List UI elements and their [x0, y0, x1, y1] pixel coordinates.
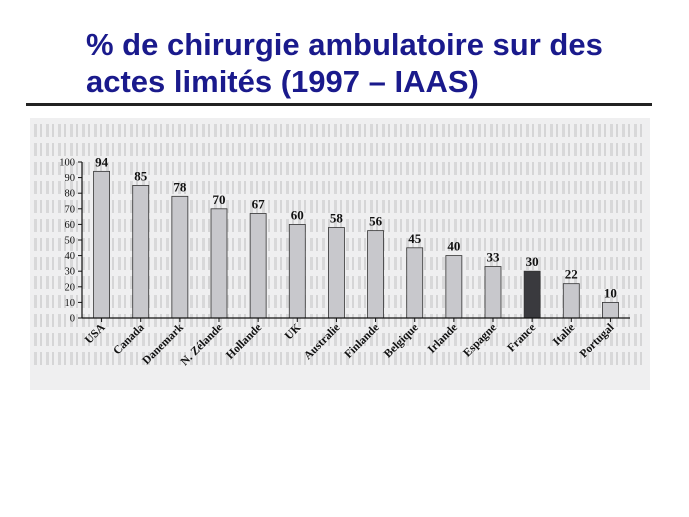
- x-tick-label: Italie: [551, 322, 578, 349]
- y-tick-label: 60: [65, 220, 76, 231]
- bar: [406, 247, 424, 319]
- data-label: 33: [487, 250, 501, 265]
- bar-chart: 0 10 20 30 40 50 60 70 80 90 100 94 85 78 70 67 60 58 56 4…: [59, 154, 630, 368]
- title-underline: [26, 103, 652, 106]
- x-tick-label: Canada: [111, 321, 147, 357]
- y-tick-label: 90: [65, 173, 76, 184]
- y-tick-label: 30: [65, 267, 76, 278]
- data-label: 58: [330, 211, 344, 226]
- data-label: 67: [252, 196, 266, 211]
- bar: [367, 230, 384, 319]
- bar: [523, 270, 541, 319]
- bar: [288, 224, 306, 319]
- x-tick-label: Belgique: [382, 322, 421, 361]
- y-tick-label: 100: [59, 158, 75, 169]
- x-tick-label: France: [505, 322, 538, 355]
- y-tick-label: 70: [65, 204, 76, 215]
- data-label: 56: [369, 214, 383, 229]
- y-tick-label: 40: [65, 251, 76, 262]
- bar: [328, 227, 345, 319]
- bar: [249, 213, 267, 319]
- x-tick-label: Australie: [302, 322, 343, 363]
- bar: [210, 208, 228, 319]
- x-tick-label: UK: [283, 322, 304, 343]
- x-tick-label: USA: [83, 321, 108, 346]
- y-tick-label: 0: [70, 314, 75, 325]
- x-tick-label: Hollande: [224, 322, 264, 362]
- x-tick-label: Finlande: [342, 322, 381, 361]
- x-tick-label: Portugal: [578, 322, 617, 361]
- bar: [171, 195, 189, 319]
- bar: [562, 283, 580, 319]
- bar: [93, 170, 110, 319]
- x-tick-label: Espagne: [461, 322, 499, 360]
- slide-title: % de chirurgie ambulatoire sur des actes…: [86, 27, 603, 99]
- data-label: 60: [291, 207, 304, 222]
- y-axis: 0 10 20 30 40 50 60 70 80 90 100: [59, 158, 83, 325]
- data-label: 78: [173, 179, 187, 194]
- bar: [132, 185, 150, 319]
- x-tick-label: Irlande: [426, 322, 460, 356]
- data-label: 30: [526, 254, 539, 269]
- data-label: 45: [408, 231, 422, 246]
- x-tick-label: N. Zélande: [179, 322, 225, 368]
- data-label: 85: [134, 168, 148, 183]
- y-tick-label: 10: [65, 298, 76, 309]
- bars: 94 85 78 70 67 60 58 56 45 40 33 30 22 10: [93, 154, 619, 319]
- data-label: 10: [604, 285, 617, 300]
- bar: [602, 301, 619, 319]
- y-tick-label: 20: [65, 282, 76, 293]
- data-label: 40: [447, 239, 460, 254]
- bar: [484, 266, 502, 319]
- data-label: 70: [213, 192, 226, 207]
- bar: [445, 255, 463, 319]
- y-tick-label: 80: [65, 189, 76, 200]
- data-label: 94: [95, 154, 109, 169]
- data-label: 22: [565, 267, 578, 282]
- y-tick-label: 50: [65, 236, 76, 247]
